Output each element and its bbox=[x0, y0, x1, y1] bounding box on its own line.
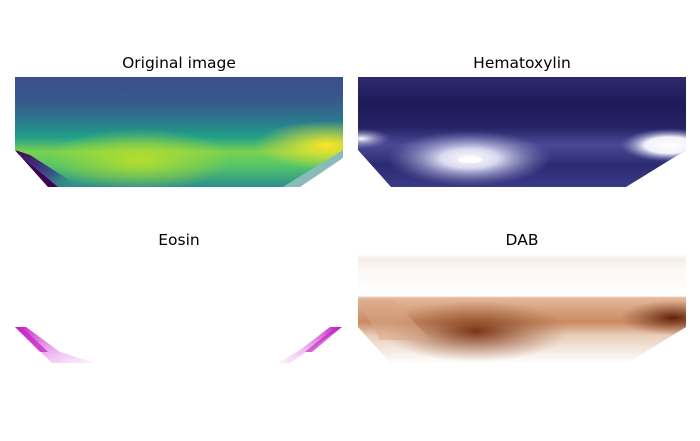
panel-title-hematoxylin: Hematoxylin bbox=[473, 54, 571, 72]
original-image-plot bbox=[15, 77, 343, 187]
dab-plot bbox=[358, 254, 686, 364]
panel-title-original: Original image bbox=[122, 54, 236, 72]
panel-title-eosin: Eosin bbox=[158, 231, 200, 249]
eosin-plot bbox=[15, 327, 342, 363]
hematoxylin-plot bbox=[358, 77, 686, 187]
panel-title-dab: DAB bbox=[505, 231, 539, 249]
